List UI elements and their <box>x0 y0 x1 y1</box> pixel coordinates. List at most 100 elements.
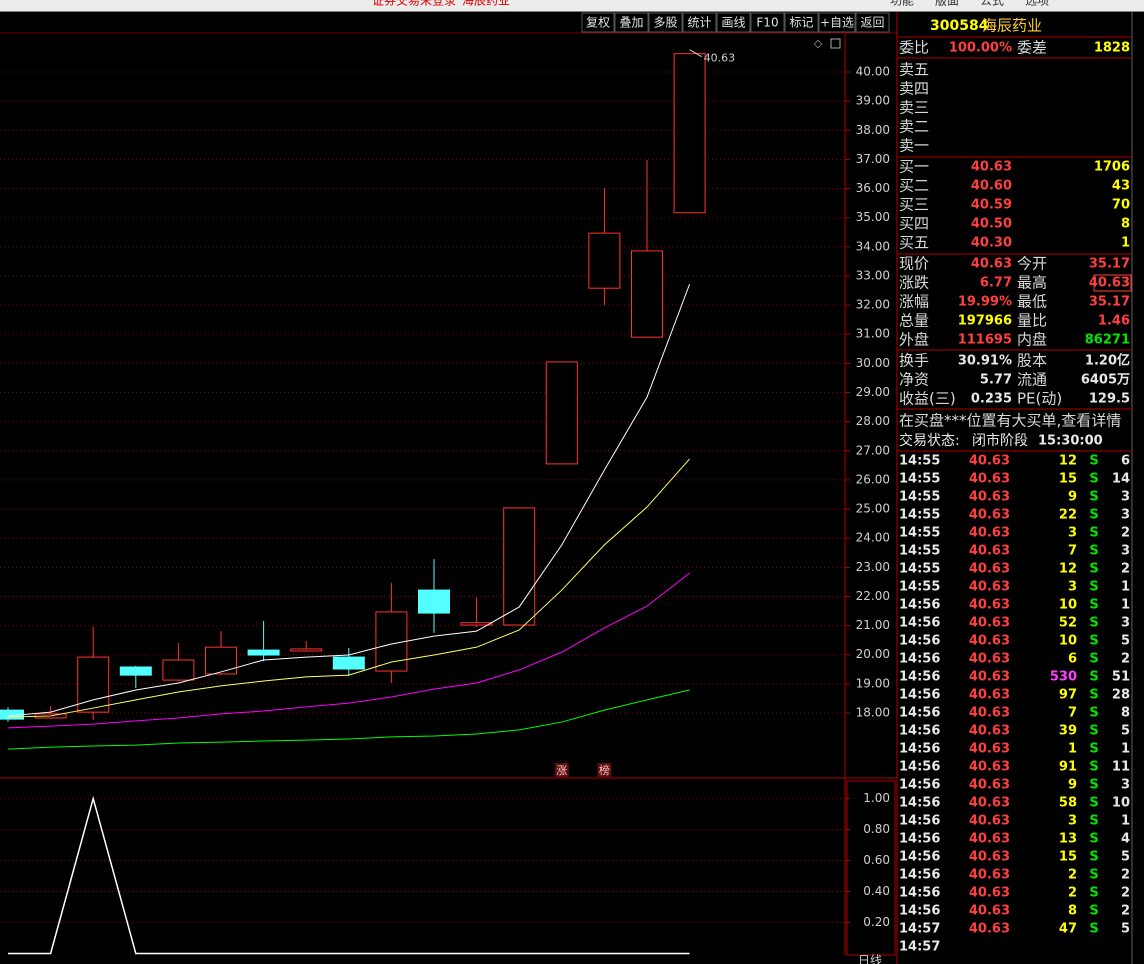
trade-count: 1 <box>1121 580 1130 595</box>
trade-time: 14:55 <box>899 472 940 487</box>
field-value: 19.99% <box>958 295 1012 310</box>
trade-side: S <box>1089 796 1098 811</box>
menu-item: 功能 <box>890 0 914 8</box>
trade-price: 40.63 <box>969 472 1010 487</box>
y-tick-label: 32.00 <box>856 298 890 312</box>
candle-body <box>545 361 578 465</box>
trade-count: 11 <box>1112 760 1130 775</box>
trade-volume: 15 <box>1059 850 1077 865</box>
field-value: 0.235 <box>971 392 1012 407</box>
bid-label: 买四 <box>899 215 929 233</box>
candle-body <box>290 648 323 652</box>
y-tick-label: 24.00 <box>856 531 890 545</box>
toolbar-button[interactable] <box>648 12 683 33</box>
trade-count: 4 <box>1121 832 1130 847</box>
stock-code: 300584 <box>930 18 989 34</box>
bid-volume: 1706 <box>1094 160 1130 175</box>
toolbar-button[interactable] <box>818 12 856 33</box>
toolbar-button[interactable] <box>682 12 717 33</box>
trade-count: 5 <box>1121 922 1130 937</box>
trade-side: S <box>1089 454 1098 469</box>
trade-count: 2 <box>1121 886 1130 901</box>
toolbar-button[interactable] <box>581 12 615 33</box>
marker: 涨 <box>556 764 567 777</box>
trade-price: 40.63 <box>969 670 1010 685</box>
indicator-line <box>8 795 690 955</box>
trade-volume: 13 <box>1059 832 1077 847</box>
toolbar-label: 叠加 <box>619 16 643 30</box>
trade-count: 14 <box>1112 472 1130 487</box>
trade-volume: 3 <box>1068 814 1077 829</box>
trade-side: S <box>1089 706 1098 721</box>
toolbar-label: 返回 <box>860 16 884 30</box>
indicator-axis-box <box>846 780 896 956</box>
toolbar-button[interactable] <box>614 12 649 33</box>
trade-count: 3 <box>1121 544 1130 559</box>
trade-count: 28 <box>1112 688 1130 703</box>
toolbar-button[interactable] <box>784 12 819 33</box>
trade-count: 3 <box>1121 778 1130 793</box>
toolbar-button[interactable] <box>750 12 785 33</box>
bid-label: 买三 <box>899 196 929 214</box>
field-label: 外盘 <box>899 331 929 349</box>
field-value: 6405万 <box>1081 373 1130 388</box>
trade-time: 14:56 <box>899 814 940 829</box>
bid-price: 40.50 <box>971 217 1012 232</box>
status-value: 闭市阶段 <box>972 432 1028 449</box>
candle-body <box>119 666 152 676</box>
candle-body <box>205 646 237 675</box>
ma-line <box>7 572 690 729</box>
field-value: 40.63 <box>971 257 1012 272</box>
candle-body <box>588 232 621 289</box>
trade-side: S <box>1089 580 1098 595</box>
trade-volume: 7 <box>1068 706 1077 721</box>
trade-price: 40.63 <box>969 508 1010 523</box>
y-tick-label: 28.00 <box>856 414 890 428</box>
bid-volume: 43 <box>1112 179 1130 194</box>
toolbar-label: +自选 <box>820 16 854 30</box>
trade-count: 2 <box>1121 526 1130 541</box>
field-value: 5.77 <box>980 373 1012 388</box>
trade-price: 40.63 <box>969 904 1010 919</box>
trade-price: 40.63 <box>969 544 1010 559</box>
menu-item: 版面 <box>935 0 959 8</box>
toolbar-button[interactable] <box>855 12 890 33</box>
menu-item: 选项 <box>1025 0 1049 8</box>
trade-count: 6 <box>1121 454 1130 469</box>
field-value: 35.17 <box>1089 295 1130 310</box>
y-tick-label: 35.00 <box>856 210 890 224</box>
field-value: 30.91% <box>958 354 1012 369</box>
trade-volume: 22 <box>1059 508 1077 523</box>
y-tick-label: 0.80 <box>863 822 890 836</box>
trade-side: S <box>1089 670 1098 685</box>
trade-time: 14:56 <box>899 724 940 739</box>
trade-side: S <box>1089 778 1098 793</box>
trade-volume: 9 <box>1068 778 1077 793</box>
trade-count: 3 <box>1121 490 1130 505</box>
y-tick-label: 1.00 <box>863 791 890 805</box>
trade-time: 14:56 <box>899 850 940 865</box>
field-value: 1.46 <box>1098 314 1130 329</box>
trade-price: 40.63 <box>969 778 1010 793</box>
bid-price: 40.59 <box>971 198 1012 213</box>
toolbar-button[interactable] <box>716 12 751 33</box>
trade-price: 40.63 <box>969 562 1010 577</box>
icon[interactable] <box>830 38 841 49</box>
stock-name: 海辰药业 <box>982 17 1042 35</box>
y-tick-label: 0.40 <box>863 884 890 898</box>
field-value: 129.5 <box>1089 392 1130 407</box>
field-label: 流通 <box>1017 371 1047 389</box>
trade-time: 14:56 <box>899 688 940 703</box>
trade-volume: 8 <box>1068 904 1077 919</box>
y-tick-label: 27.00 <box>856 443 890 457</box>
trade-count: 8 <box>1121 706 1130 721</box>
trade-price: 40.63 <box>969 742 1010 757</box>
trade-count: 10 <box>1112 796 1130 811</box>
bid-price: 40.30 <box>971 236 1012 251</box>
trade-price: 40.63 <box>969 652 1010 667</box>
field-label: 涨跌 <box>899 274 929 292</box>
icon[interactable]: ◇ <box>814 37 823 50</box>
trade-price: 40.63 <box>969 922 1010 937</box>
y-tick-label: 29.00 <box>856 385 890 399</box>
